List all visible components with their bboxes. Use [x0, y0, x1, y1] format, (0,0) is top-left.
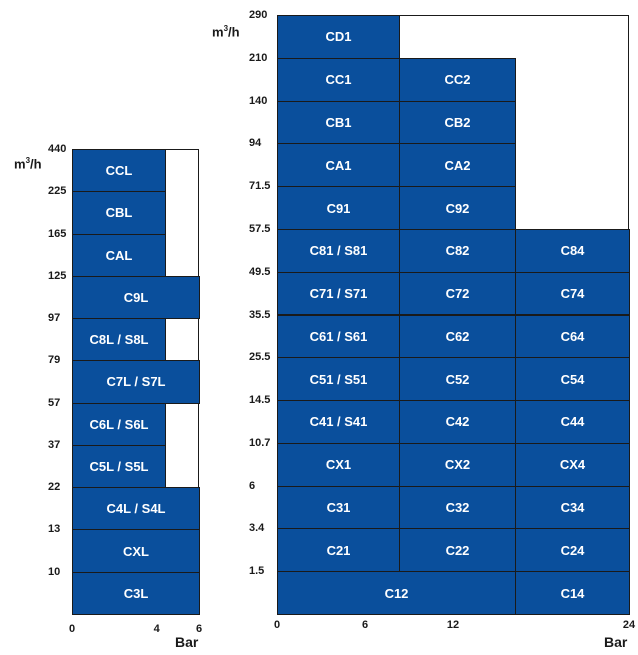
right-cell-cc1: CC1 [277, 57, 400, 102]
left-y-tick: 125 [48, 269, 67, 282]
right-cell-c52: C52 [399, 357, 516, 402]
right-cell-c64: C64 [515, 314, 630, 359]
left-cell-c8l-s8l: C8L / S8L [72, 318, 166, 362]
left-x-title: Bar [175, 634, 199, 650]
right-cell-cb2: CB2 [399, 100, 516, 145]
right-cell-c32: C32 [399, 485, 516, 530]
right-x-tick: 6 [361, 619, 369, 631]
left-cell-cal: CAL [72, 233, 166, 277]
right-y-tick: 49.5 [249, 265, 271, 278]
right-y-tick: 10.7 [249, 436, 271, 449]
right-cell-cx2: CX2 [399, 442, 516, 487]
right-x-tick: 24 [622, 619, 636, 631]
right-cell-cx1: CX1 [277, 442, 400, 487]
right-cell-c14: C14 [515, 571, 630, 615]
right-y-tick: 290 [249, 9, 268, 21]
right-cell-c22: C22 [399, 528, 516, 573]
right-cell-c51-s51: C51 / S51 [277, 357, 400, 402]
right-cell-cd1: CD1 [277, 15, 400, 59]
right-cell-cc2: CC2 [399, 57, 516, 102]
right-cell-c84: C84 [515, 228, 630, 273]
right-y-tick: 3.4 [249, 522, 265, 535]
right-cell-ca1: CA1 [277, 143, 400, 188]
right-cell-c41-s41: C41 / S41 [277, 400, 400, 444]
right-x-tick: 0 [273, 619, 281, 631]
right-cell-cx4: CX4 [515, 442, 630, 487]
right-y-unit: m3/h [212, 24, 240, 40]
right-cell-c44: C44 [515, 400, 630, 444]
right-y-tick: 35.5 [249, 308, 271, 321]
right-y-tick: 140 [249, 94, 268, 107]
left-cell-c5l-s5l: C5L / S5L [72, 444, 166, 489]
right-x-title: Bar [604, 634, 628, 650]
right-cell-cb1: CB1 [277, 100, 400, 145]
right-cell-c81-s81: C81 / S81 [277, 228, 400, 273]
right-x-tick: 12 [446, 619, 460, 631]
left-y-tick: 10 [48, 565, 61, 578]
left-y-tick: 79 [48, 354, 61, 367]
right-cell-c24: C24 [515, 528, 630, 573]
right-cell-c74: C74 [515, 271, 630, 316]
right-y-tick: 57.5 [249, 222, 271, 235]
right-cell-c54: C54 [515, 357, 630, 402]
right-cell-c34: C34 [515, 485, 630, 530]
right-cell-c61-s61: C61 / S61 [277, 314, 400, 359]
left-x-tick: 0 [68, 623, 76, 635]
left-y-tick: 225 [48, 185, 67, 198]
right-cell-c91: C91 [277, 186, 400, 230]
left-y-tick: 13 [48, 523, 61, 536]
left-y-tick: 165 [48, 227, 67, 240]
right-cell-c12: C12 [277, 571, 516, 615]
left-y-tick: 22 [48, 481, 61, 494]
left-cell-cxl: CXL [72, 529, 200, 573]
right-cell-c82: C82 [399, 228, 516, 273]
left-grid: CCL CBL CAL C9L C8L / S8L C7L / S7L C6L / S6L C… [72, 149, 200, 615]
left-cell-cbl: CBL [72, 191, 166, 235]
right-cell-c71-s71: C71 / S71 [277, 271, 400, 316]
left-x-tick: 4 [153, 623, 160, 635]
left-cell-c4l-s4l: C4L / S4L [72, 487, 200, 531]
left-y-unit: m3/h [14, 156, 42, 172]
right-grid: CD1 CC1 CC2 CB1 CB2 CA1 CA2 C91 C92 C81 / S81 C82 C… [277, 15, 630, 615]
right-y-tick: 94 [249, 137, 262, 150]
left-y-tick: 440 [48, 143, 67, 155]
left-y-tick: 57 [48, 396, 61, 409]
right-y-tick: 1.5 [249, 565, 265, 578]
right-cell-ca2: CA2 [399, 143, 516, 188]
right-y-tick: 6 [249, 479, 256, 492]
right-y-tick: 14.5 [249, 394, 271, 407]
right-cell-c62: C62 [399, 314, 516, 359]
left-cell-ccl: CCL [72, 149, 166, 193]
left-y-tick: 97 [48, 312, 61, 325]
right-cell-c92: C92 [399, 186, 516, 230]
right-cell-c72: C72 [399, 271, 516, 316]
right-cell-c31: C31 [277, 485, 400, 530]
right-y-tick: 210 [249, 51, 268, 64]
right-cell-c21: C21 [277, 528, 400, 573]
left-cell-c9l: C9L [72, 275, 200, 320]
left-cell-c6l-s6l: C6L / S6L [72, 402, 166, 446]
left-cell-c3l: C3L [72, 571, 200, 615]
right-cell-c42: C42 [399, 400, 516, 444]
right-y-tick: 71.5 [249, 180, 271, 193]
right-y-tick: 25.5 [249, 351, 271, 364]
left-cell-c7l-s7l: C7L / S7L [72, 360, 200, 404]
left-x-tick: 6 [195, 623, 203, 635]
left-y-tick: 37 [48, 438, 61, 451]
